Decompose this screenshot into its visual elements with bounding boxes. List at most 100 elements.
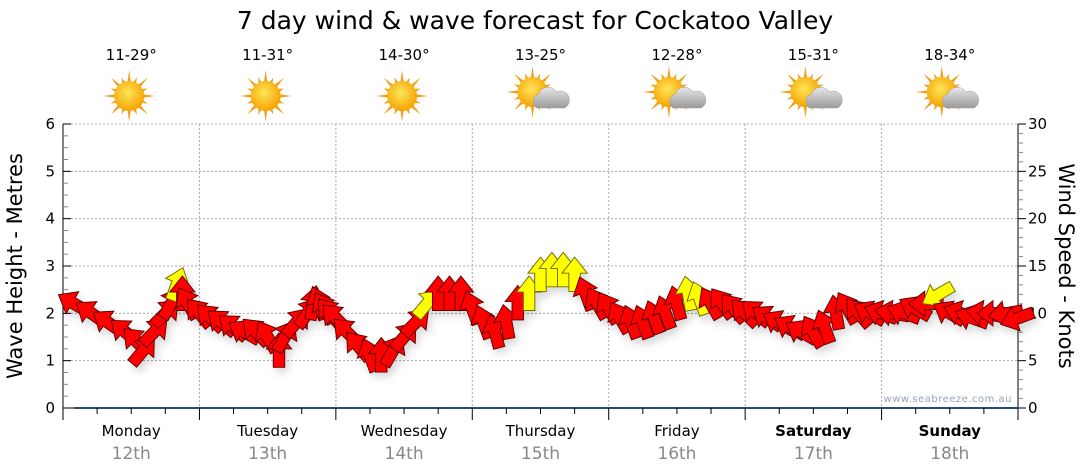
sun-ray	[263, 109, 268, 122]
day-label: Saturday	[775, 422, 852, 440]
partly-cloudy-icon	[779, 66, 843, 118]
y-tick-label-right: 0	[1028, 399, 1038, 417]
wind-arrow	[1000, 305, 1036, 332]
date-label: 16th	[657, 444, 696, 464]
temperature-range: 15-31°	[788, 46, 839, 64]
sun-disc	[387, 81, 418, 111]
sun-ray	[279, 94, 292, 98]
date-label: 13th	[248, 444, 287, 464]
y-axis-left-label: Wave Height - Metres	[3, 153, 27, 379]
sun-ray	[940, 66, 944, 79]
sun-disc	[114, 81, 145, 111]
y-tick-label-left: 2	[45, 304, 55, 322]
y-tick-label-left: 1	[45, 352, 55, 370]
sun-ray	[667, 66, 671, 79]
watermark: www.seabreeze.com.au	[884, 394, 1012, 405]
sun-ray	[530, 66, 535, 79]
sun-ray	[400, 109, 404, 122]
sun-ray	[383, 104, 394, 115]
sun-ray	[803, 105, 808, 118]
y-tick-label-left: 0	[45, 399, 55, 417]
sun-ray	[915, 90, 928, 94]
date-label: 17th	[794, 444, 833, 464]
day-label: Monday	[102, 422, 161, 440]
y-tick-label-left: 6	[45, 115, 55, 133]
sun-disc	[250, 81, 281, 111]
sun-ray	[923, 73, 934, 84]
sun-ray	[143, 94, 156, 98]
temperature-range: 11-31°	[242, 46, 293, 64]
temperature-range: 18-34°	[924, 46, 975, 64]
date-label: 15th	[521, 444, 560, 464]
sun-ray	[650, 100, 661, 111]
sun-ray	[410, 77, 421, 88]
sun-ray	[950, 73, 961, 84]
cloud-shape	[669, 86, 707, 109]
sun-ray	[103, 94, 116, 98]
sun-ray	[940, 105, 944, 118]
sun-ray	[779, 90, 792, 94]
day-label: Tuesday	[236, 422, 298, 440]
sun-ray	[803, 66, 808, 79]
partly-cloudy-icon	[642, 66, 707, 118]
sun-icon	[239, 70, 292, 122]
sun-ray	[541, 73, 551, 84]
sun-ray	[400, 70, 404, 83]
sun-ray	[642, 90, 656, 94]
day-label: Wednesday	[361, 422, 448, 440]
sun-icon	[103, 70, 156, 122]
y-axis-right-label: Wind Speed - Knots	[1054, 163, 1078, 368]
sun-ray	[514, 73, 524, 84]
sun-ray	[650, 73, 661, 84]
chart-title: 7 day wind & wave forecast for Cockatoo …	[237, 6, 833, 35]
sun-ray	[677, 73, 688, 84]
sun-ray	[786, 73, 797, 84]
sun-ray	[667, 105, 671, 118]
y-tick-label-left: 3	[45, 257, 55, 275]
temperature-range: 14-30°	[379, 46, 430, 64]
date-label: 12th	[112, 444, 151, 464]
sun-ray	[410, 104, 421, 115]
day-label: Friday	[654, 422, 700, 440]
partly-cloudy-icon	[506, 66, 570, 118]
day-label: Sunday	[919, 422, 982, 440]
partly-cloudy-icon	[915, 66, 979, 118]
y-tick-label-right: 15	[1028, 257, 1047, 275]
y-tick-label-left: 4	[45, 210, 55, 228]
sun-ray	[127, 109, 131, 122]
date-label: 18th	[930, 444, 969, 464]
temperature-range: 12-28°	[651, 46, 702, 64]
y-tick-label-right: 5	[1028, 352, 1038, 370]
y-tick-label-right: 25	[1028, 162, 1047, 180]
sun-ray	[530, 105, 535, 118]
sun-ray	[274, 104, 285, 115]
sun-ray	[137, 77, 148, 88]
sun-ray	[263, 70, 268, 83]
sun-ray	[376, 94, 389, 98]
sun-ray	[110, 77, 121, 88]
sun-ray	[274, 77, 285, 88]
sun-ray	[415, 94, 429, 98]
sun-ray	[137, 104, 148, 115]
sun-ray	[247, 104, 257, 115]
sun-ray	[506, 90, 519, 94]
sun-ray	[247, 77, 257, 88]
sun-ray	[786, 100, 797, 111]
sun-ray	[239, 94, 252, 98]
temperature-range: 13-25°	[515, 46, 566, 64]
sun-ray	[110, 104, 121, 115]
temperature-range: 11-29°	[106, 46, 157, 64]
sun-ray	[514, 100, 524, 111]
cloud-shape	[533, 86, 570, 109]
sun-ray	[923, 100, 934, 111]
y-tick-label-left: 5	[45, 162, 55, 180]
day-label: Thursday	[505, 422, 576, 440]
cloud-shape	[942, 86, 979, 109]
cloud-shape	[805, 86, 843, 109]
y-tick-label-right: 30	[1028, 115, 1047, 133]
y-tick-label-right: 20	[1028, 210, 1047, 228]
sun-icon	[376, 70, 429, 122]
sun-ray	[127, 70, 131, 83]
